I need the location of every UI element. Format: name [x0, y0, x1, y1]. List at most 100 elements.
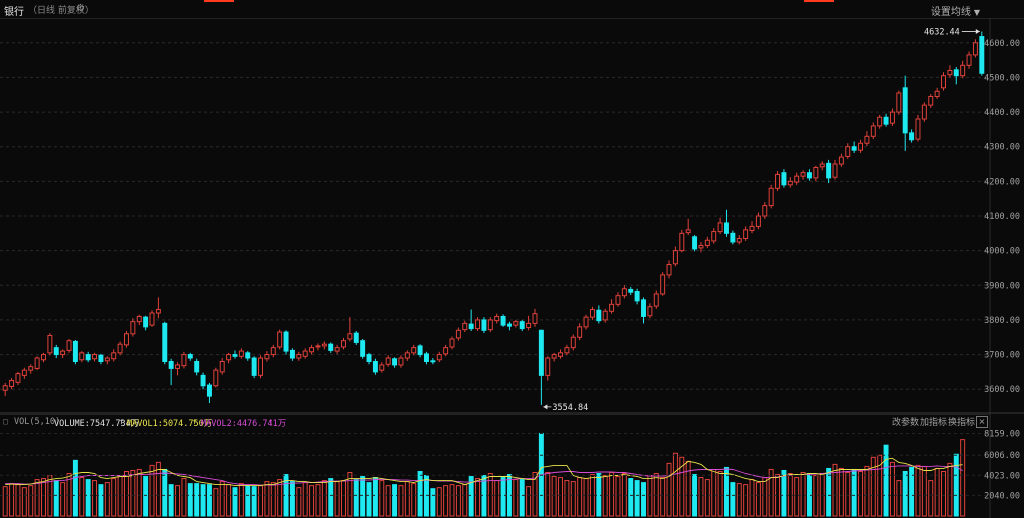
candle-body	[104, 357, 110, 362]
volume-bar	[162, 468, 168, 517]
add-indicator-button[interactable]: 加指标	[920, 418, 948, 428]
stock-title[interactable]: 银行	[4, 7, 24, 18]
candle-body	[475, 319, 481, 330]
volume-bar	[468, 476, 474, 517]
candle-body	[398, 357, 404, 366]
price-tick-label: 4300.00	[984, 143, 1020, 153]
volume-bar	[213, 488, 219, 517]
candle-body	[858, 142, 864, 151]
candle-body	[794, 175, 800, 183]
candle-body	[755, 215, 761, 227]
volume-bar	[238, 483, 244, 517]
close-icon[interactable]: ×	[976, 416, 988, 428]
candle-body	[238, 350, 244, 357]
ma-settings-label: 设置均线	[930, 7, 971, 18]
candle-body	[353, 332, 359, 343]
volume-bar	[302, 482, 308, 517]
candle-body	[845, 146, 851, 157]
candle-body	[168, 361, 174, 369]
volume-bar	[155, 461, 161, 517]
candle-body	[334, 347, 340, 352]
volume-bar	[66, 473, 72, 517]
volume-indicator-name[interactable]: VOL(5,10)	[14, 417, 61, 427]
candle-body	[806, 172, 812, 179]
switch-indicator-button[interactable]: 换指标	[948, 418, 976, 428]
volume-bar	[175, 485, 181, 517]
volume-bar	[960, 439, 966, 517]
candle-body	[717, 222, 723, 233]
candle-body	[877, 116, 883, 127]
candle-body	[98, 354, 104, 362]
volume-bar	[206, 484, 212, 517]
volume-bar	[621, 473, 627, 517]
candle-body	[589, 309, 595, 318]
candle-body	[647, 306, 653, 317]
volume-bar	[889, 461, 895, 517]
volume-tick-label: 8159.00	[984, 429, 1020, 439]
candle-body	[66, 340, 72, 351]
volume-bar	[34, 479, 40, 517]
candle-body	[60, 350, 66, 356]
volume-bar	[589, 474, 595, 517]
volume-bar	[928, 480, 934, 517]
candle-body	[672, 250, 678, 265]
info-icon[interactable]: ▢	[3, 417, 9, 427]
candle-body	[883, 116, 889, 125]
candle-body	[347, 333, 353, 340]
candle-body	[251, 357, 257, 376]
candle-body	[666, 264, 672, 276]
volume-bar	[372, 477, 378, 517]
candle-body	[979, 36, 985, 74]
candle-body	[653, 293, 659, 307]
candle-body	[743, 229, 749, 240]
candle-body	[538, 329, 544, 376]
candle-body	[870, 125, 876, 137]
volume-bar	[98, 484, 104, 517]
candle-body	[921, 104, 927, 120]
volume-bar	[762, 477, 768, 517]
volume-bar	[953, 453, 959, 517]
volume-bar	[698, 477, 704, 517]
volume-bar	[168, 484, 174, 517]
candle-body	[628, 288, 634, 293]
candle-body	[302, 350, 308, 357]
candle-body	[934, 90, 940, 97]
candle-body	[41, 354, 46, 361]
volume-tick-label: 4023.00	[984, 471, 1020, 481]
candle-body	[245, 352, 251, 359]
candle-body	[928, 95, 934, 106]
candle-body	[660, 274, 666, 295]
volume-bar	[768, 468, 774, 517]
candle-body	[545, 357, 551, 376]
candle-body	[500, 315, 506, 326]
candle-body	[219, 361, 225, 373]
volume-bar	[653, 473, 659, 517]
candle-body	[494, 315, 500, 322]
change-params-button[interactable]: 改参数	[892, 418, 920, 428]
volume-bar	[921, 465, 927, 517]
volume-bar	[883, 444, 889, 517]
volume-arrow-icon: ↑	[119, 417, 125, 427]
volume-bar	[877, 454, 883, 517]
candle-body	[526, 322, 532, 329]
mavol1-arrow-icon: ↑	[192, 417, 198, 427]
candle-body	[79, 352, 85, 361]
low-marker-arrow	[543, 404, 548, 410]
volume-bar	[315, 484, 321, 517]
volume-bar	[85, 479, 91, 517]
candle-body	[851, 146, 857, 151]
volume-bar	[519, 479, 525, 517]
candle-body	[123, 333, 129, 346]
candle-body	[896, 92, 902, 113]
volume-bar	[366, 482, 372, 517]
volume-bar	[28, 485, 34, 517]
volume-bar	[736, 483, 742, 517]
volume-bar	[487, 473, 493, 517]
volume-bar	[609, 471, 615, 517]
chart-header: 银行 （日线 前复权） ⚙ 设置均线 ▼	[0, 0, 1024, 19]
ma-settings-button[interactable]: 设置均线 ▼	[931, 3, 980, 18]
gear-icon[interactable]: ⚙	[76, 3, 85, 14]
volume-bar	[583, 478, 589, 517]
volume-bar	[411, 483, 417, 517]
